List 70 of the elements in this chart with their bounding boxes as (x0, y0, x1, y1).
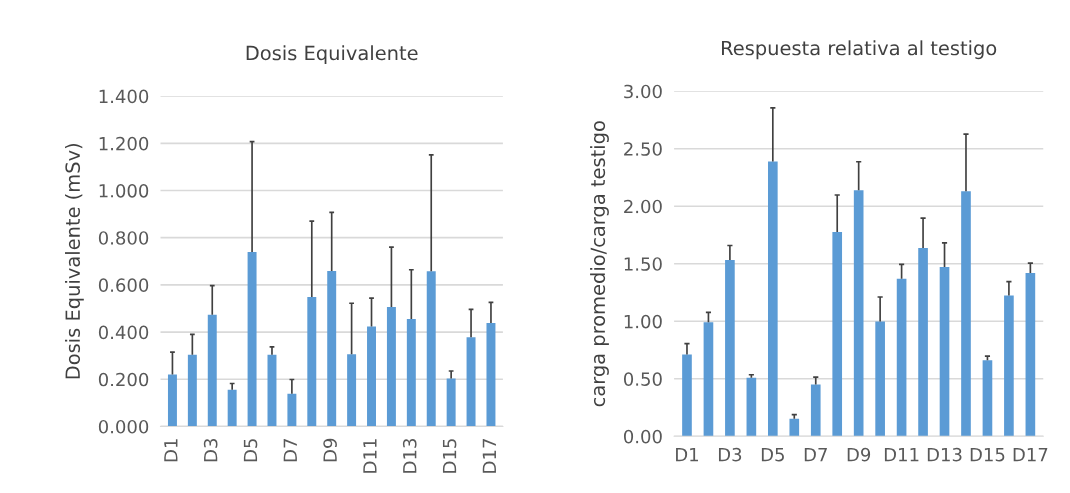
bar (386, 307, 396, 427)
x-tick-label: D1 (164, 439, 178, 462)
bar (167, 374, 177, 427)
bar (1025, 273, 1036, 437)
y-axis-title: Dosis Equivalente (mSv) (64, 144, 84, 379)
x-tick-label: D5 (761, 447, 784, 462)
x-tick-label: D5 (243, 439, 258, 462)
bar (426, 271, 436, 427)
bar (466, 337, 476, 427)
bar (832, 231, 843, 437)
x-tick-label: D3 (718, 447, 742, 462)
bar (853, 190, 864, 437)
x-tick-label: D11 (363, 439, 377, 473)
y-tick-label: 0.50 (623, 372, 662, 386)
y-tick-label: 0.400 (98, 325, 149, 340)
y-tick-label: 1.000 (99, 183, 149, 198)
y-tick-label: 3.00 (624, 84, 662, 99)
bar (347, 354, 357, 427)
x-tick-label: D9 (323, 438, 337, 462)
bar (682, 354, 692, 437)
chart-title: Respuesta relativa al testigo (722, 40, 997, 60)
x-tick-label: D15 (970, 447, 1005, 462)
y-tick-label: 1.200 (99, 136, 149, 151)
bar (875, 321, 885, 437)
y-tick-label: 0.800 (98, 231, 149, 245)
bar (247, 252, 257, 427)
bar (789, 418, 800, 437)
x-tick-label: D7 (804, 447, 827, 462)
x-tick-label: D9 (847, 447, 871, 462)
bar (327, 270, 337, 427)
x-tick-label: D17 (1013, 447, 1048, 462)
x-tick-label: D3 (203, 439, 218, 462)
bar (207, 314, 217, 427)
bar (227, 389, 237, 427)
bar (446, 378, 456, 427)
bar (746, 377, 757, 437)
y-tick-label: 1.50 (624, 257, 662, 271)
bar (406, 319, 416, 427)
x-tick-label: D7 (283, 439, 297, 462)
bar (982, 360, 993, 437)
bar (486, 323, 496, 427)
bar (367, 326, 376, 427)
bar (961, 191, 971, 437)
x-tick-label: D1 (676, 447, 699, 462)
bar (187, 354, 197, 427)
bar (307, 296, 317, 427)
y-tick-label: 1.400 (99, 89, 149, 104)
y-tick-label: 0.000 (98, 419, 149, 434)
y-tick-label: 0.00 (623, 429, 662, 444)
bar (703, 322, 714, 437)
x-tick-label: D17 (482, 439, 496, 473)
y-tick-label: 1.00 (624, 314, 662, 329)
bar (918, 248, 928, 437)
x-tick-label: D11 (884, 447, 919, 462)
bar (287, 393, 297, 427)
x-tick-label: D13 (402, 439, 417, 473)
bar (939, 267, 950, 437)
bar (810, 384, 821, 437)
x-tick-label: D15 (442, 439, 457, 473)
y-tick-label: 2.00 (624, 199, 662, 214)
y-axis-title: carga promedio/carga testigo (590, 121, 609, 407)
chart-title: Dosis Equivalente (246, 45, 418, 65)
bar (1004, 295, 1014, 437)
bar (896, 278, 907, 437)
bar (768, 161, 778, 437)
y-tick-label: 2.50 (624, 142, 662, 156)
y-tick-label: 0.600 (98, 278, 149, 292)
y-tick-label: 0.200 (98, 372, 149, 387)
x-tick-label: D13 (927, 447, 962, 462)
bar (725, 260, 735, 437)
